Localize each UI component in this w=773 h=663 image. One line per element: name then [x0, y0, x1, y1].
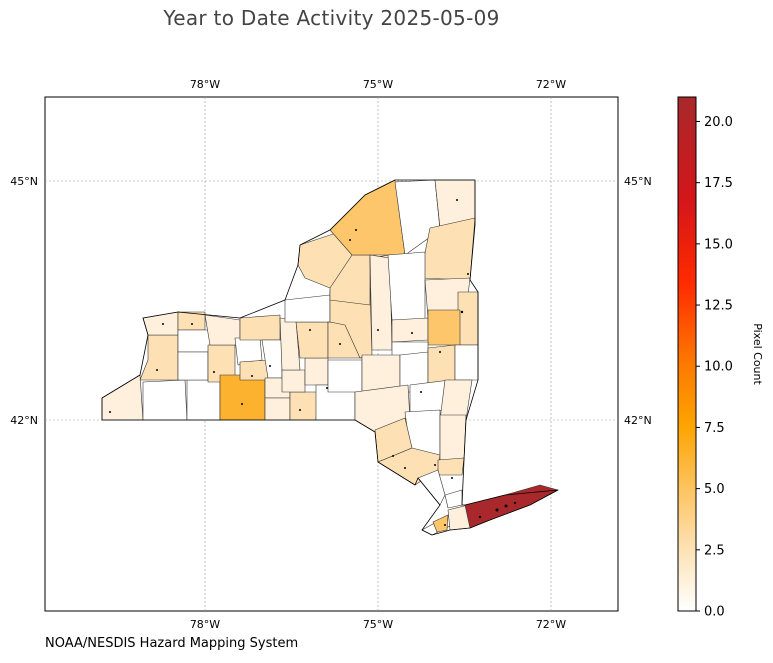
- lon-tick-bottom: 75°W: [363, 618, 393, 631]
- county-schenectady: [427, 309, 461, 346]
- colorbar-tick-label: 0.0: [704, 605, 725, 620]
- county-tioga: [289, 391, 319, 421]
- county-otsego: [361, 354, 401, 393]
- lon-tick-bottom: 72°W: [536, 618, 566, 631]
- county-allegany: [186, 379, 221, 421]
- colorbar-tick-label: 10.0: [704, 360, 733, 375]
- county-steuben: [219, 374, 266, 421]
- colorbar-label: Pixel Count: [751, 323, 764, 385]
- lat-tick-left: 45°N: [10, 175, 38, 188]
- colorbar-tick-label: 15.0: [704, 237, 733, 252]
- county-saratoga: [391, 317, 429, 343]
- new-york-state-map: [101, 179, 559, 536]
- county-westchester: [437, 457, 465, 476]
- colorbar-tick-label: 5.0: [704, 482, 725, 497]
- county-dutchess: [439, 379, 473, 421]
- county-monroe: [204, 314, 241, 346]
- lon-tick-top: 75°W: [363, 78, 393, 91]
- credit-text: NOAA/NESDIS Hazard Mapping System: [45, 636, 299, 651]
- county-wyoming: [177, 351, 209, 381]
- lon-tick-top: 72°W: [536, 78, 566, 91]
- colorbar-tick-label: 17.5: [704, 176, 733, 191]
- map-title: Year to Date Activity 2025-05-09: [163, 6, 500, 30]
- colorbar-gradient: [677, 96, 697, 612]
- lon-tick-bottom: 78°W: [190, 618, 220, 631]
- lat-tick-right: 42°N: [624, 414, 652, 427]
- colorbar: 0.0 2.5 5.0 7.5 10.0 12.5 15.0 17.5 20.0 Pixel C…: [677, 96, 764, 620]
- colorbar-ticks: 0.0 2.5 5.0 7.5 10.0 12.5 15.0 17.5 20.0: [696, 115, 733, 620]
- county-cortland: [304, 357, 329, 386]
- lon-tick-top: 78°W: [190, 78, 220, 91]
- colorbar-tick-label: 7.5: [704, 421, 725, 436]
- county-kings: [432, 514, 449, 533]
- county-albany: [427, 344, 456, 386]
- state-outline: [101, 179, 559, 536]
- colorbar-tick-label: 20.0: [704, 115, 733, 130]
- county-putnam: [439, 414, 467, 461]
- county-chemung: [264, 397, 291, 421]
- county-genesee: [177, 329, 211, 353]
- county-oswego: [284, 294, 331, 323]
- county-warren: [387, 251, 426, 321]
- county-chenango: [327, 359, 363, 393]
- colorbar-tick-label: 2.5: [704, 543, 725, 558]
- lat-tick-right: 45°N: [624, 175, 652, 188]
- colorbar-tick-label: 12.5: [704, 299, 733, 314]
- detection-points: [109, 199, 517, 526]
- map-axis-labels: 78°W 75°W 72°W 78°W 75°W 72°W 45°N 42°N …: [10, 78, 651, 631]
- lat-tick-left: 42°N: [10, 414, 38, 427]
- county-cattaraugus: [142, 379, 188, 421]
- county-onondaga: [295, 321, 329, 359]
- county-columbia: [454, 344, 479, 381]
- county-orleans: [177, 311, 206, 331]
- county-rensselaer: [457, 291, 479, 346]
- county-tompkins: [281, 369, 306, 393]
- county-wayne: [239, 314, 281, 341]
- county-yates: [239, 359, 269, 381]
